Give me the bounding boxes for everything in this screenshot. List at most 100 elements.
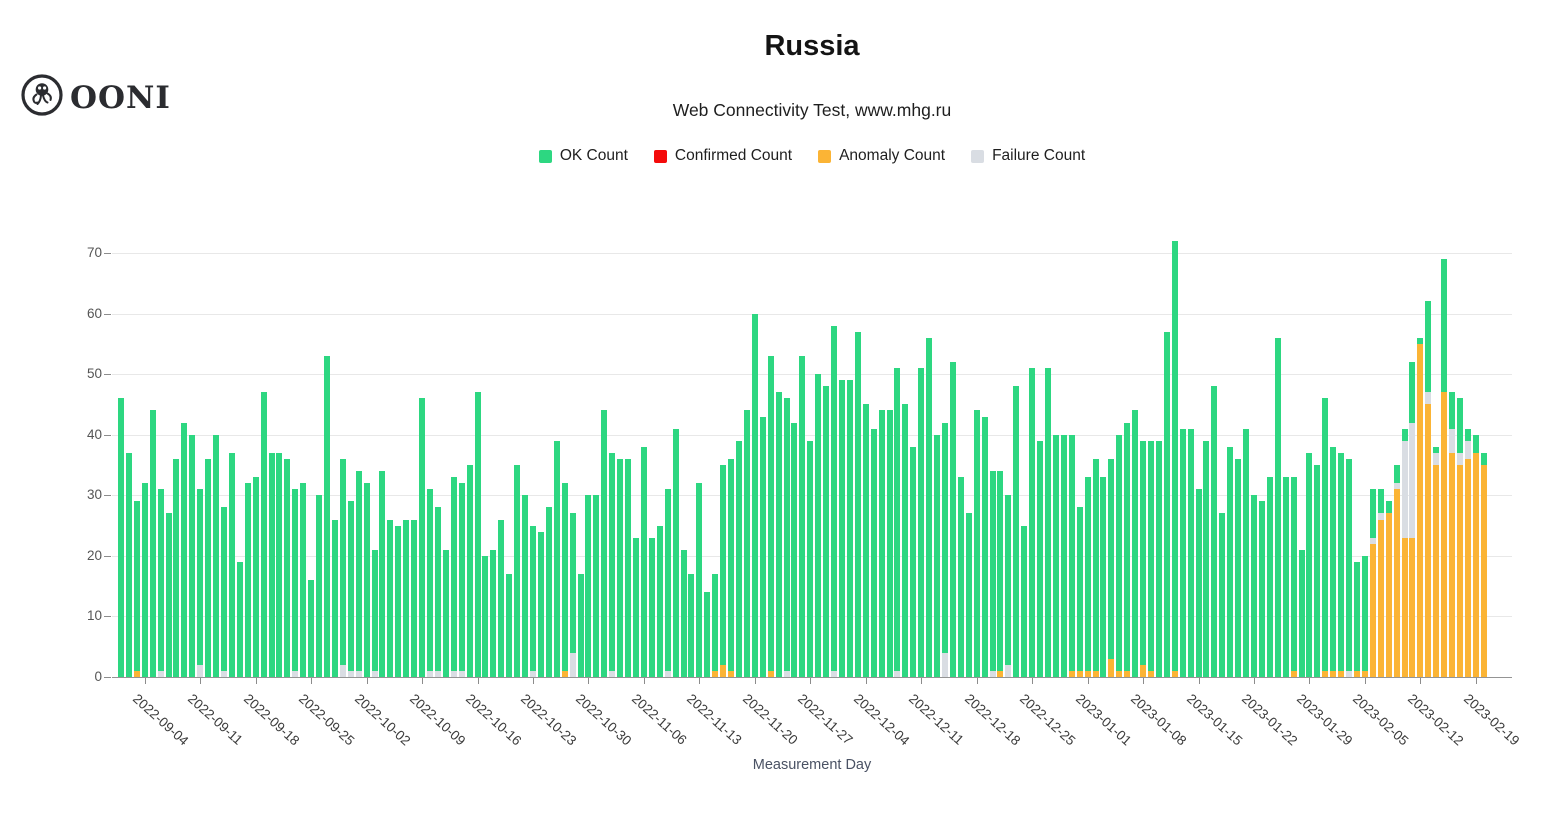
ooni-logo[interactable]: OONI [20,73,171,122]
bar-159[interactable] [1377,232,1384,677]
bar-25[interactable] [316,232,323,677]
bar-97[interactable] [886,232,893,677]
bar-50[interactable] [514,232,521,677]
bar-95[interactable] [870,232,877,677]
bar-73[interactable] [696,232,703,677]
bar-168[interactable] [1449,232,1456,677]
bar-149[interactable] [1298,232,1305,677]
bar-36[interactable] [403,232,410,677]
bar-77[interactable] [728,232,735,677]
bar-130[interactable] [1147,232,1154,677]
bar-166[interactable] [1433,232,1440,677]
bar-114[interactable] [1021,232,1028,677]
bar-71[interactable] [680,232,687,677]
bar-74[interactable] [704,232,711,677]
bar-148[interactable] [1290,232,1297,677]
bar-169[interactable] [1456,232,1463,677]
bar-0[interactable] [118,232,124,677]
bar-82[interactable] [767,232,774,677]
bar-19[interactable] [268,232,275,677]
bar-146[interactable] [1274,232,1281,677]
bar-120[interactable] [1068,232,1075,677]
bar-17[interactable] [252,232,259,677]
bar-76[interactable] [720,232,727,677]
bar-75[interactable] [712,232,719,677]
bar-170[interactable] [1464,232,1471,677]
bar-49[interactable] [506,232,513,677]
bar-1[interactable] [125,232,132,677]
bar-84[interactable] [783,232,790,677]
bar-117[interactable] [1044,232,1051,677]
bar-33[interactable] [379,232,386,677]
bar-111[interactable] [997,232,1004,677]
bar-126[interactable] [1116,232,1123,677]
bar-22[interactable] [292,232,299,677]
bar-12[interactable] [213,232,220,677]
bar-28[interactable] [339,232,346,677]
bar-68[interactable] [656,232,663,677]
bar-140[interactable] [1227,232,1234,677]
bar-100[interactable] [910,232,917,677]
bar-57[interactable] [569,232,576,677]
bar-13[interactable] [220,232,227,677]
bar-63[interactable] [617,232,624,677]
bar-87[interactable] [807,232,814,677]
bar-3[interactable] [141,232,148,677]
bar-103[interactable] [934,232,941,677]
bar-85[interactable] [791,232,798,677]
bar-26[interactable] [323,232,330,677]
bar-46[interactable] [482,232,489,677]
bar-152[interactable] [1322,232,1329,677]
bar-16[interactable] [244,232,251,677]
bar-11[interactable] [205,232,212,677]
bar-147[interactable] [1282,232,1289,677]
bar-108[interactable] [973,232,980,677]
bar-29[interactable] [347,232,354,677]
bar-83[interactable] [775,232,782,677]
bar-52[interactable] [529,232,536,677]
bar-69[interactable] [664,232,671,677]
bar-62[interactable] [609,232,616,677]
bar-53[interactable] [537,232,544,677]
bar-56[interactable] [561,232,568,677]
bar-162[interactable] [1401,232,1408,677]
bar-42[interactable] [450,232,457,677]
bar-4[interactable] [149,232,156,677]
bar-160[interactable] [1385,232,1392,677]
bar-20[interactable] [276,232,283,677]
bar-59[interactable] [585,232,592,677]
bar-98[interactable] [894,232,901,677]
bar-158[interactable] [1369,232,1376,677]
bar-92[interactable] [846,232,853,677]
bar-10[interactable] [197,232,204,677]
bar-89[interactable] [823,232,830,677]
bar-153[interactable] [1330,232,1337,677]
bar-121[interactable] [1076,232,1083,677]
bar-101[interactable] [918,232,925,677]
bar-96[interactable] [878,232,885,677]
bar-48[interactable] [498,232,505,677]
bar-15[interactable] [236,232,243,677]
bar-145[interactable] [1266,232,1273,677]
bar-124[interactable] [1100,232,1107,677]
bar-156[interactable] [1353,232,1360,677]
bar-58[interactable] [577,232,584,677]
bar-64[interactable] [625,232,632,677]
bar-9[interactable] [189,232,196,677]
bar-93[interactable] [854,232,861,677]
bar-81[interactable] [759,232,766,677]
bar-133[interactable] [1171,232,1178,677]
bar-113[interactable] [1013,232,1020,677]
bar-109[interactable] [981,232,988,677]
bar-90[interactable] [831,232,838,677]
bar-144[interactable] [1258,232,1265,677]
bar-112[interactable] [1005,232,1012,677]
bar-27[interactable] [331,232,338,677]
bar-39[interactable] [426,232,433,677]
bar-165[interactable] [1425,232,1432,677]
bar-164[interactable] [1417,232,1424,677]
bar-14[interactable] [228,232,235,677]
bar-54[interactable] [545,232,552,677]
bar-86[interactable] [799,232,806,677]
bar-78[interactable] [735,232,742,677]
